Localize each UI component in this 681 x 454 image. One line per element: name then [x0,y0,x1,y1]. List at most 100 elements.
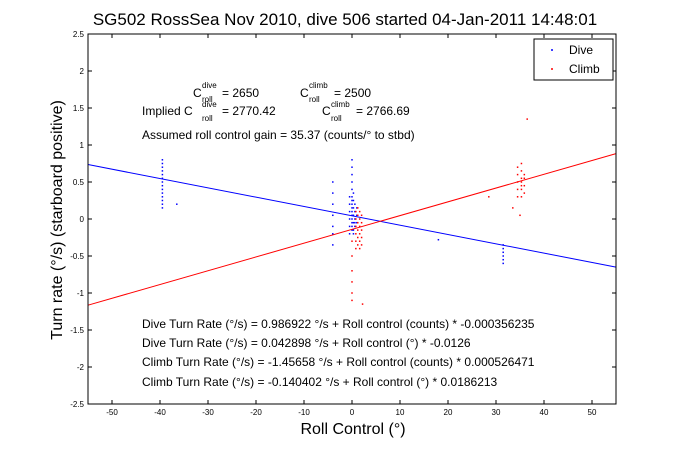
x-tick-label: -10 [298,408,310,417]
implied-climb-prefix: C [322,104,331,118]
climb-point [523,173,526,176]
climb-point [358,210,361,213]
climb-point [360,221,363,224]
c-climb-value: = 2500 [334,86,371,100]
x-axis-label: Roll Control (°) [300,421,405,438]
dive-point [161,177,164,180]
dive-point [161,184,164,187]
dive-point [351,199,353,202]
dive-point [348,203,351,205]
dive-point [502,244,504,246]
dive-point [161,181,164,183]
climb-point [520,184,523,187]
x-tick-label: -20 [250,408,262,417]
climb-point [355,210,357,213]
dive-point [351,225,353,228]
y-tick-label: 2 [80,67,85,76]
dive-point [348,218,351,220]
climb-point [523,177,526,180]
climb-point [358,233,361,235]
dive-point [161,173,164,176]
dive-point [502,262,504,265]
dive-point [351,188,353,191]
climb-point [520,181,523,183]
dive-point [502,258,504,261]
climb-point [357,207,359,209]
y-tick-label: 0.5 [73,178,85,187]
climb-fit-line [87,153,617,306]
climb-point [351,240,353,242]
fit-equation-2: Dive Turn Rate (°/s) = 0.042898 °/s + Ro… [142,336,471,350]
y-tick-label: -1 [77,289,85,298]
climb-point [516,166,519,168]
y-tick-label: 2.5 [73,30,85,39]
climb-point [516,188,519,191]
legend-box [533,38,614,81]
climb-point [358,240,361,242]
x-tick-label: -50 [106,408,118,417]
dive-point [352,221,355,224]
dive-point [351,218,353,220]
dive-point [351,166,353,168]
dive-point [351,210,353,213]
dive-point [161,170,164,172]
y-tick-label: 0 [80,215,85,224]
x-tick-label: 10 [396,408,405,417]
dive-point [437,238,440,241]
dive-point [502,255,504,257]
dive-point [332,214,334,217]
climb-point [355,247,357,250]
dive-point [356,207,358,209]
dive-point [161,199,164,202]
ticks-layer: -50 -40 -30 -20 -10 0 10 20 30 40 50-2.5-2-1.5-1-0… [70,30,616,417]
dive-point [161,192,164,194]
dive-point [352,229,355,231]
dive-point [351,181,353,183]
dive-point [351,173,353,176]
dive-point [348,196,351,198]
fit-equations: Dive Turn Rate (°/s) = 0.986922 °/s + Ro… [142,317,535,389]
roll-center-annotations: C dive roll = 2650 C climb roll = 2500 I… [142,81,415,142]
y-tick-label: -2 [77,363,85,372]
x-tick-label: -40 [154,408,166,417]
dive-point [502,251,504,254]
x-tick-label: -30 [202,408,214,417]
c-dive-sub: roll [202,95,213,104]
climb-point [360,244,363,246]
c-dive-sup: dive [202,81,217,90]
climb-point [520,188,523,191]
dive-point [354,221,356,224]
implied-dive-value: = 2770.42 [222,104,276,118]
climb-point [358,247,361,250]
dive-point [354,218,356,220]
dive-point [354,210,356,213]
x-tick-label: 50 [588,408,597,417]
y-tick-label: 1.5 [73,104,85,113]
legend: Dive Climb [533,38,614,81]
dive-point [348,225,351,228]
implied-dive-sub: roll [202,114,213,123]
dive-point [356,214,358,217]
dive-point [356,221,358,224]
climb-point [357,244,359,246]
climb-point [488,196,490,198]
legend-dive-label: Dive [569,43,593,57]
c-climb-sub: roll [309,95,320,104]
climb-point [351,255,353,257]
dive-point [351,214,353,217]
climb-point [351,299,353,302]
legend-climb-marker [551,68,553,70]
dive-point [348,233,351,235]
dive-point [332,192,334,194]
marks-layer [87,118,617,306]
roll-gain-note: Assumed roll control gain = 35.37 (count… [142,128,415,142]
dive-point [332,244,334,246]
climb-point [360,214,363,217]
y-tick-label: -0.5 [70,252,84,261]
implied-climb-sup: climb [331,100,350,109]
climb-point [519,214,521,217]
c-dive-prefix: C [193,86,202,100]
dive-point [348,210,351,213]
y-tick-label: 1 [80,141,85,150]
